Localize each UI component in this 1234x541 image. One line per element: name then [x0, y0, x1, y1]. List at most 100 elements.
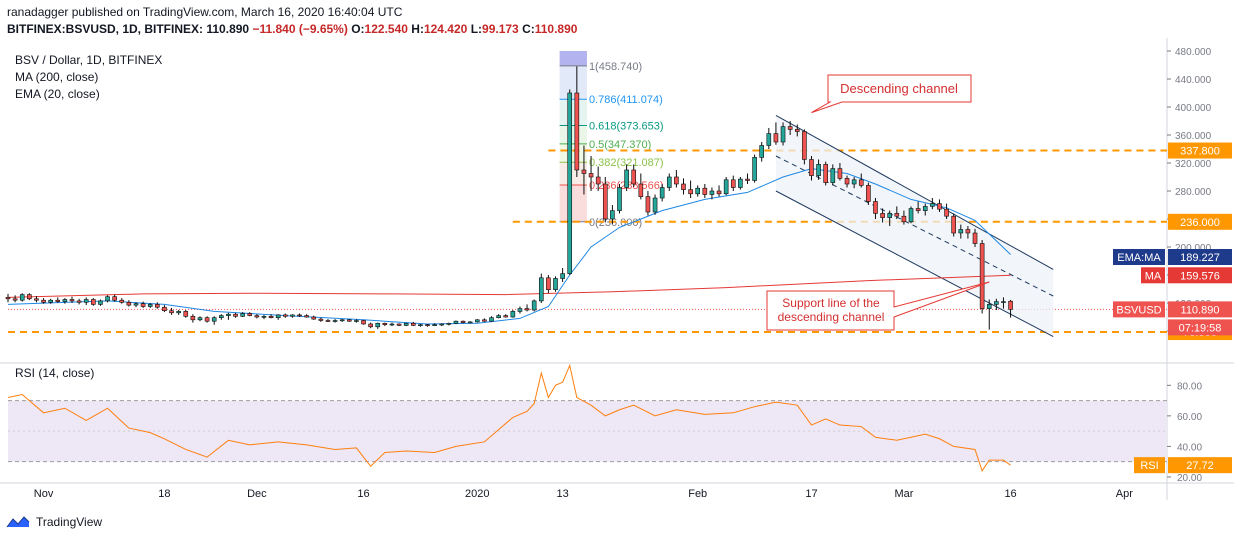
candle-body	[69, 299, 75, 302]
candle-body	[780, 126, 786, 143]
ema-legend[interactable]: EMA (20, close)	[15, 87, 100, 101]
candle-body	[716, 190, 722, 195]
high-label: H:	[411, 22, 424, 36]
rsi-tick-label: 20.00	[1177, 473, 1202, 484]
candle-body	[190, 315, 196, 321]
candle-body	[994, 301, 999, 305]
fib-level-label: 0.786(411.074)	[589, 94, 663, 106]
time-tick-label: 2020	[465, 488, 489, 500]
fib-level-label: 0.5(347.370)	[589, 139, 651, 151]
time-tick-label: 16	[1004, 488, 1016, 500]
candle-body	[752, 157, 757, 181]
candle-body	[624, 169, 629, 188]
named-label-value-bg	[1168, 267, 1232, 284]
fib-level-label: 1(458.740)	[589, 61, 642, 73]
candle-body	[240, 313, 245, 317]
fib-zone	[559, 162, 587, 186]
candle-body	[41, 299, 46, 303]
named-label-value-bg	[1168, 249, 1232, 265]
candle-body	[290, 314, 295, 317]
candle-body	[773, 133, 779, 143]
candle-body	[809, 159, 814, 176]
candle-body	[382, 322, 388, 325]
candle-body	[560, 273, 565, 279]
time-tick-label: Dec	[247, 488, 267, 500]
candle-body	[339, 319, 345, 322]
candle-body	[674, 176, 679, 185]
time-tick-label: Feb	[688, 488, 707, 500]
candle-body	[915, 208, 921, 211]
candle-body	[602, 183, 608, 220]
candle-body	[738, 178, 743, 188]
tradingview-footer[interactable]: TradingView	[6, 515, 102, 529]
fib-zone	[559, 125, 587, 144]
candle-body	[446, 322, 452, 325]
candle-body	[546, 277, 551, 290]
rsi-tick-label: 40.00	[1177, 442, 1202, 453]
candle-body	[375, 322, 381, 328]
price-tick-label: 400.000	[1175, 103, 1212, 114]
candle-body	[503, 315, 509, 318]
candle-body	[147, 304, 153, 307]
fib-level-label: 0.618(373.653)	[589, 120, 664, 132]
price-axis-label: 337.800	[1168, 142, 1232, 159]
candle-body	[581, 169, 587, 174]
rsi-legend[interactable]: RSI (14, close)	[15, 366, 95, 380]
annotation-text: Descending channel	[840, 81, 958, 96]
candle-body	[5, 297, 11, 300]
named-label-tag	[1113, 301, 1165, 318]
price-tick-label: 280.000	[1175, 187, 1212, 198]
chart-title-legend[interactable]: BSV / Dollar, 1D, BITFINEX	[15, 53, 163, 67]
candle-body	[730, 179, 736, 188]
candle-body	[396, 323, 402, 326]
candle-body	[254, 315, 260, 318]
price-axis-label-bg	[1168, 319, 1232, 336]
channel-upper-line	[775, 114, 1054, 270]
candle-body	[176, 311, 181, 314]
high-value: 124.420	[423, 22, 468, 36]
candle-body	[631, 169, 637, 185]
price-axis-label-text: 07:19:58	[1179, 322, 1222, 334]
candle-body	[126, 301, 132, 306]
price-tick-label: 480.000	[1175, 47, 1212, 58]
candle-body	[588, 173, 594, 178]
ma-legend[interactable]: MA (200, close)	[15, 70, 99, 84]
candle-body	[169, 310, 174, 314]
publish-text: ranadagger published on TradingView.com,…	[7, 5, 403, 19]
candle-body	[766, 133, 772, 146]
candle-body	[297, 314, 302, 317]
low-label: L:	[470, 22, 483, 36]
candle-body	[162, 306, 167, 312]
fib-zone	[559, 65, 587, 100]
named-label-name: MA	[1145, 270, 1162, 282]
candle-body	[979, 243, 985, 309]
candle-body	[368, 323, 373, 328]
candle-body	[873, 201, 878, 214]
candle-body	[1008, 300, 1013, 310]
candle-body	[467, 321, 473, 324]
candle-body	[986, 304, 992, 309]
candle-body	[709, 190, 715, 195]
annotation-text-line: descending channel	[778, 310, 885, 324]
candle-body	[155, 304, 160, 308]
candle-body	[666, 176, 672, 188]
publish-info: ranadagger published on TradingView.com,…	[7, 5, 402, 19]
price-tick-label: 360.000	[1175, 131, 1212, 142]
candle-body	[425, 324, 430, 327]
candle-body	[183, 311, 189, 317]
candle-body	[496, 315, 501, 319]
candle-body	[332, 320, 338, 322]
candle-body	[83, 299, 89, 303]
candle-body	[354, 320, 359, 322]
candle-body	[112, 296, 117, 301]
named-price-label: EMA:MA 189.227	[1113, 249, 1232, 265]
candle-body	[688, 189, 693, 195]
named-label-value: 110.890	[1181, 304, 1220, 316]
candle-body	[119, 299, 125, 303]
candle-body	[574, 92, 580, 171]
candle-body	[517, 308, 523, 312]
candle-body	[866, 185, 871, 202]
price-axis-label: 236.000	[1168, 213, 1232, 230]
candle-body	[226, 313, 231, 316]
